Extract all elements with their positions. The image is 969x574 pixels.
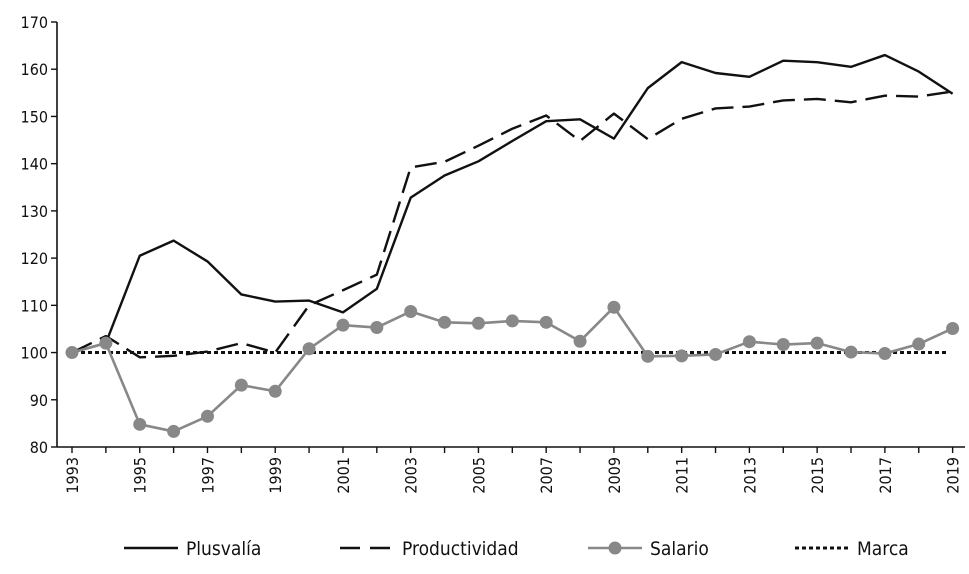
y-tick-label: 120 bbox=[21, 249, 48, 268]
data-point bbox=[167, 424, 181, 438]
data-point bbox=[878, 347, 892, 360]
legend-label: Marca bbox=[857, 538, 909, 560]
data-point bbox=[709, 347, 723, 361]
series-line bbox=[71, 53, 954, 354]
data-point bbox=[302, 342, 316, 356]
y-tick-label: 170 bbox=[21, 13, 48, 32]
data-point bbox=[675, 349, 689, 363]
legend-label: Salario bbox=[650, 538, 709, 560]
x-tick-label: 2015 bbox=[808, 457, 827, 494]
data-point bbox=[742, 335, 756, 349]
x-tick-label: 1993 bbox=[63, 457, 82, 494]
x-tick-label: 2013 bbox=[740, 457, 759, 494]
x-tick-label: 2019 bbox=[944, 457, 963, 494]
data-point bbox=[404, 304, 418, 318]
x-tick-label: 2017 bbox=[876, 457, 895, 494]
y-tick-label: 140 bbox=[21, 155, 48, 174]
series-line bbox=[71, 90, 953, 359]
data-point bbox=[539, 315, 553, 329]
legend-label: Productividad bbox=[402, 538, 519, 560]
data-point bbox=[234, 378, 248, 392]
y-tick-label: 110 bbox=[21, 296, 48, 315]
data-point bbox=[844, 345, 858, 359]
x-tick-label: 2011 bbox=[673, 457, 692, 494]
data-point bbox=[65, 346, 79, 360]
y-tick-label: 80 bbox=[30, 438, 48, 457]
x-tick-label: 2009 bbox=[605, 457, 624, 494]
data-point bbox=[776, 338, 790, 352]
data-point bbox=[573, 334, 587, 348]
y-tick-label: 160 bbox=[21, 60, 48, 79]
data-point bbox=[946, 321, 960, 335]
data-point bbox=[268, 384, 282, 398]
legend-marker bbox=[608, 541, 622, 555]
x-tick-label: 1999 bbox=[266, 457, 285, 494]
data-point bbox=[641, 349, 655, 363]
x-tick-label: 2007 bbox=[537, 457, 556, 494]
data-point bbox=[200, 409, 214, 423]
y-tick-label: 150 bbox=[21, 107, 48, 126]
x-tick-label: 1995 bbox=[131, 457, 150, 494]
data-point bbox=[99, 336, 113, 350]
x-tick-label: 1997 bbox=[198, 457, 217, 494]
data-point bbox=[607, 300, 621, 314]
x-tick-label: 2005 bbox=[469, 457, 488, 494]
x-tick-label: 2003 bbox=[402, 457, 421, 494]
x-tick-label: 2001 bbox=[334, 457, 353, 494]
y-tick-label: 90 bbox=[30, 391, 48, 410]
data-point bbox=[438, 315, 452, 329]
data-point bbox=[471, 316, 485, 330]
data-point bbox=[912, 337, 926, 351]
data-point bbox=[133, 417, 147, 431]
data-point bbox=[810, 336, 824, 350]
y-tick-label: 100 bbox=[21, 344, 48, 363]
y-tick-label: 130 bbox=[21, 202, 48, 221]
legend-label: Plusvalía bbox=[186, 538, 261, 560]
data-point bbox=[370, 321, 384, 335]
data-point bbox=[505, 314, 519, 328]
data-point bbox=[336, 318, 350, 332]
